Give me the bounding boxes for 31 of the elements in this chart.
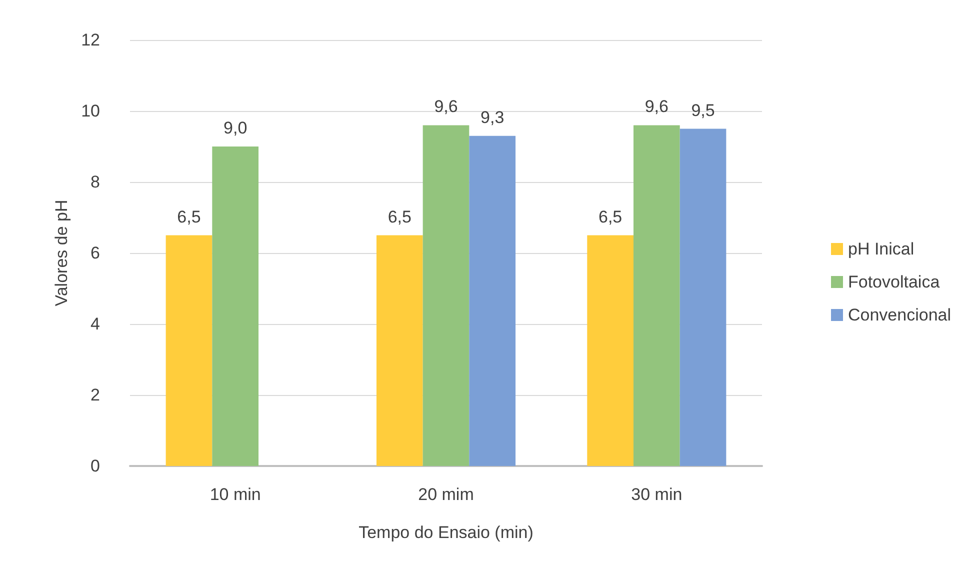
data-label: 9,6 xyxy=(434,97,458,116)
bar xyxy=(212,146,259,466)
data-label: 6,5 xyxy=(598,207,622,226)
y-tick-label: 0 xyxy=(90,456,100,476)
x-tick-label: 10 min xyxy=(210,485,261,504)
data-label: 9,3 xyxy=(480,108,504,127)
y-tick-label: 12 xyxy=(81,30,100,50)
data-label: 9,0 xyxy=(224,118,248,138)
legend-label: pH Inical xyxy=(848,240,914,258)
legend-label: Fotovoltaica xyxy=(848,272,940,292)
bar xyxy=(633,125,680,466)
y-tick-label: 4 xyxy=(90,314,100,334)
y-tick-label: 8 xyxy=(90,172,100,192)
bar xyxy=(376,235,423,466)
x-axis-title: Tempo do Ensaio (min) xyxy=(358,523,534,542)
data-label: 6,5 xyxy=(177,207,201,226)
bar xyxy=(422,125,470,466)
bar xyxy=(680,128,726,466)
bar xyxy=(166,235,212,466)
data-label: 6,5 xyxy=(388,207,412,226)
y-tick-label: 10 xyxy=(81,102,100,120)
y-tick-label: 6 xyxy=(90,244,100,262)
y-axis-title: Valores de pH xyxy=(52,200,71,306)
data-label: 9,6 xyxy=(644,97,668,116)
bar xyxy=(469,136,516,466)
y-tick-label: 2 xyxy=(90,386,100,404)
data-label: 9,5 xyxy=(691,100,715,120)
x-tick-label: 20 mim xyxy=(418,485,474,504)
bar xyxy=(587,235,634,466)
x-tick-label: 30 min xyxy=(631,485,682,504)
legend-label: Convencional xyxy=(848,306,952,324)
